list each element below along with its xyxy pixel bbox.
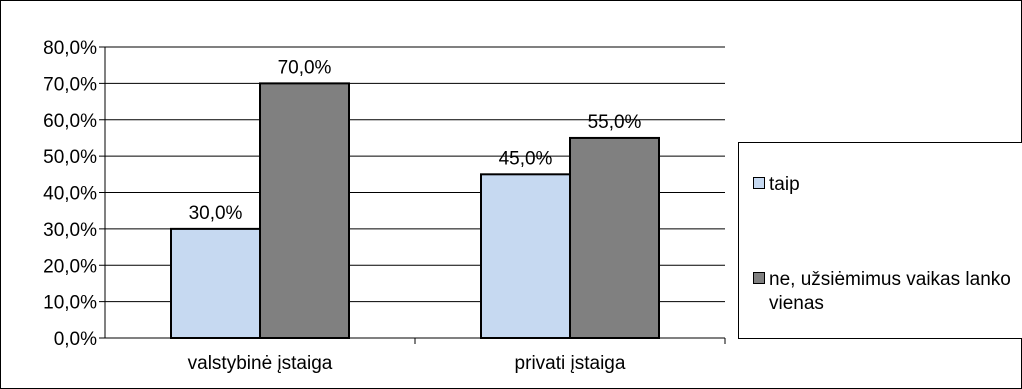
x-category-label: privati įstaiga <box>515 353 626 374</box>
y-tick-label: 50,0% <box>43 147 97 168</box>
data-label: 30,0% <box>189 203 243 224</box>
x-category-label: valstybinė įstaiga <box>188 353 333 374</box>
y-tick-label: 60,0% <box>43 111 97 132</box>
y-tick-label: 80,0% <box>43 38 97 59</box>
y-tick-label: 30,0% <box>43 220 97 241</box>
data-label: 45,0% <box>499 148 553 169</box>
y-tick-label: 20,0% <box>43 256 97 277</box>
y-tick-label: 10,0% <box>43 293 97 314</box>
legend-label-ne: ne, užsiėmimus vaikas lanko vienas <box>769 269 1011 314</box>
legend-swatch-taip <box>753 177 765 189</box>
legend-swatch-ne <box>753 272 765 284</box>
bar-ne-0 <box>259 82 350 339</box>
data-label: 55,0% <box>588 112 642 133</box>
bar-ne-1 <box>569 136 660 339</box>
legend: taip ne, užsiėmimus vaikas lanko vienas <box>738 142 1022 339</box>
bar-taip-1 <box>480 173 571 339</box>
y-tick-label: 40,0% <box>43 184 97 205</box>
legend-label-taip: taip <box>769 174 800 195</box>
legend-item-taip: taip <box>753 173 800 197</box>
legend-item-ne: ne, užsiėmimus vaikas lanko vienas <box>753 268 1022 316</box>
y-tick-label: 70,0% <box>43 74 97 95</box>
data-label: 70,0% <box>278 57 332 78</box>
y-tick-label: 0,0% <box>54 329 97 350</box>
bar-taip-0 <box>170 227 261 339</box>
